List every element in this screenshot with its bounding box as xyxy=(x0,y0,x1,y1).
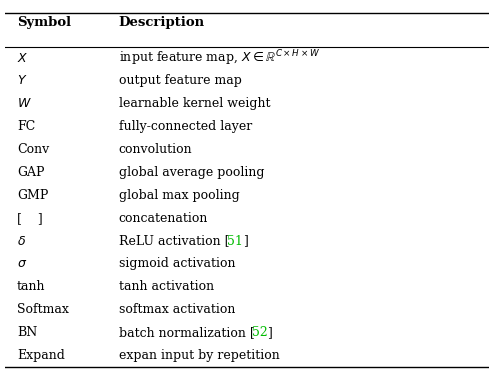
Text: GMP: GMP xyxy=(17,189,48,202)
Text: $\delta$: $\delta$ xyxy=(17,234,26,248)
Text: $W$: $W$ xyxy=(17,97,32,110)
Text: global max pooling: global max pooling xyxy=(119,189,240,202)
Text: output feature map: output feature map xyxy=(119,74,242,87)
Text: Conv: Conv xyxy=(17,143,49,156)
Text: $Y$: $Y$ xyxy=(17,74,28,87)
Text: tanh: tanh xyxy=(17,280,45,293)
Text: ]: ] xyxy=(267,326,272,339)
Text: Softmax: Softmax xyxy=(17,303,69,316)
Text: Symbol: Symbol xyxy=(17,16,71,29)
Text: Description: Description xyxy=(119,16,205,29)
Text: tanh activation: tanh activation xyxy=(119,280,214,293)
Text: batch normalization [: batch normalization [ xyxy=(119,326,254,339)
Text: softmax activation: softmax activation xyxy=(119,303,235,316)
Text: [    ]: [ ] xyxy=(17,212,43,225)
Text: convolution: convolution xyxy=(119,143,192,156)
Text: concatenation: concatenation xyxy=(119,212,208,225)
Text: BN: BN xyxy=(17,326,37,339)
Text: ReLU activation [: ReLU activation [ xyxy=(119,234,229,248)
Text: sigmoid activation: sigmoid activation xyxy=(119,257,235,271)
Text: 51: 51 xyxy=(227,234,243,248)
Text: 52: 52 xyxy=(252,326,267,339)
Text: input feature map, $X \in \mathbb{R}^{C\times H\times W}$: input feature map, $X \in \mathbb{R}^{C\… xyxy=(119,48,320,68)
Text: $\sigma$: $\sigma$ xyxy=(17,257,27,271)
Text: FC: FC xyxy=(17,120,35,133)
Text: GAP: GAP xyxy=(17,166,44,179)
Text: global average pooling: global average pooling xyxy=(119,166,264,179)
Text: expan input by repetition: expan input by repetition xyxy=(119,349,280,362)
Text: ]: ] xyxy=(243,234,247,248)
Text: fully-connected layer: fully-connected layer xyxy=(119,120,252,133)
Text: Expand: Expand xyxy=(17,349,65,362)
Text: $X$: $X$ xyxy=(17,52,28,65)
Text: learnable kernel weight: learnable kernel weight xyxy=(119,97,270,110)
